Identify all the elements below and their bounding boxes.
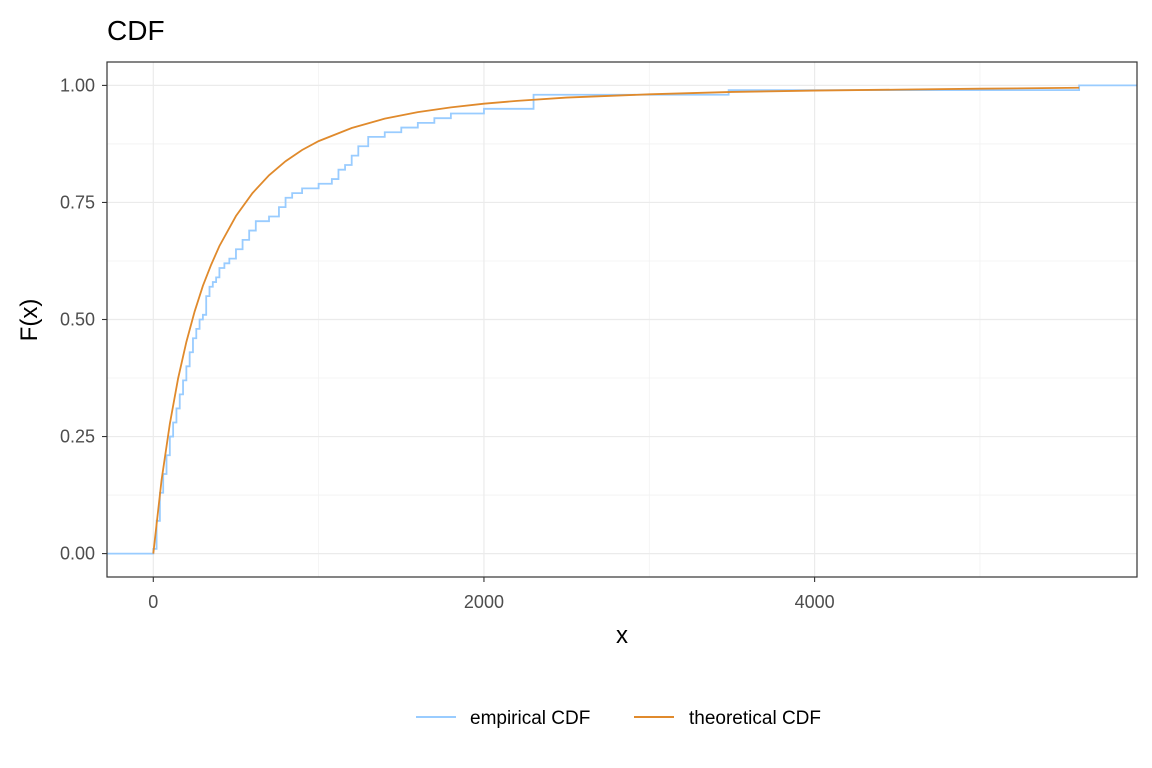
y-tick-label: 0.75	[60, 192, 95, 212]
minor-gridlines	[107, 62, 1137, 577]
tick-labels: 0 2000 4000 0.00 0.25 0.50 0.75 1.00	[60, 75, 835, 612]
legend-label-empirical-cdf: empirical CDF	[470, 708, 590, 729]
legend: empirical CDF theoretical CDF	[416, 708, 821, 729]
series-line-theoretical-cdf	[152, 86, 1080, 554]
x-tick-label: 2000	[464, 592, 504, 612]
x-axis-title: x	[616, 622, 628, 649]
x-tick-label: 0	[148, 592, 158, 612]
series-layer	[107, 84, 1137, 555]
y-tick-label: 0.50	[60, 310, 95, 330]
legend-label-theoretical-cdf: theoretical CDF	[689, 708, 821, 729]
y-tick-label: 0.25	[60, 427, 95, 447]
chart-title: CDF	[107, 15, 165, 46]
y-tick-label: 1.00	[60, 75, 95, 95]
y-axis-title: F(x)	[16, 299, 43, 342]
y-tick-label: 0.00	[60, 544, 95, 564]
x-tick-label: 4000	[795, 592, 835, 612]
axis-ticks	[102, 84, 816, 582]
series-line-empirical-cdf	[107, 84, 1137, 555]
major-gridlines	[107, 62, 1137, 577]
